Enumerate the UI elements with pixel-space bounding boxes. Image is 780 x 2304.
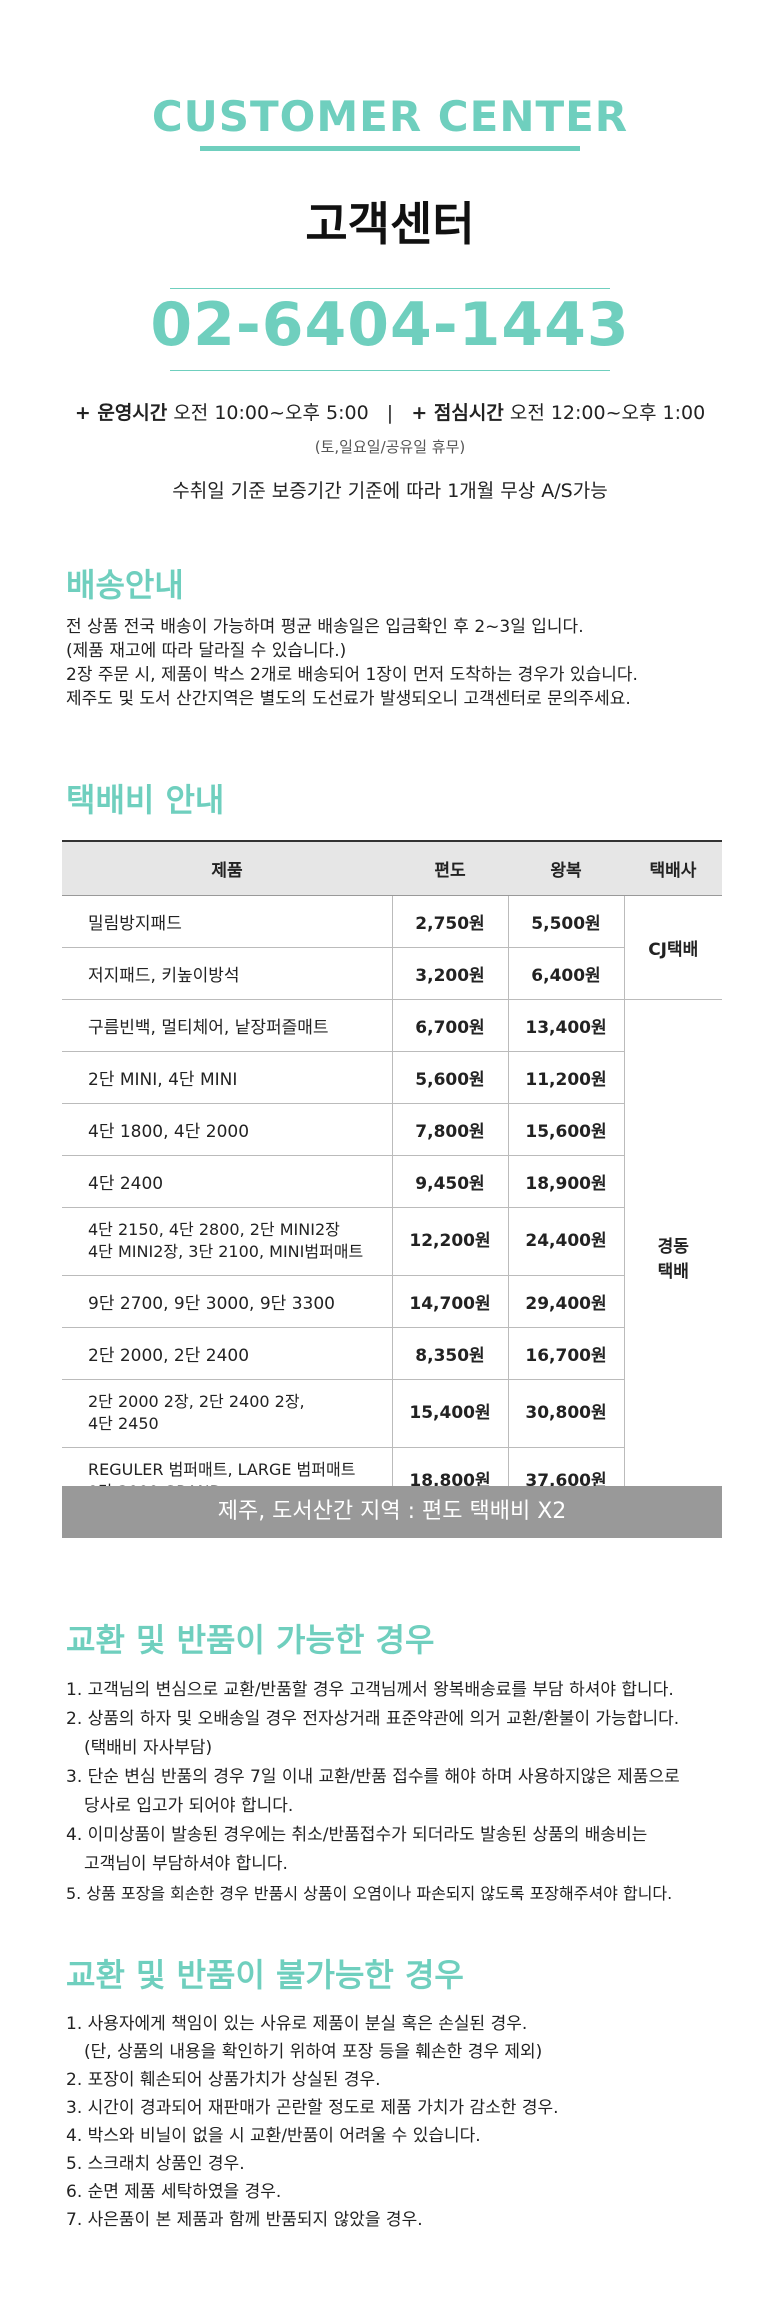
- table-row: 4단 2150, 4단 2800, 2단 MINI2장 4단 MINI2장, 3…: [62, 1207, 722, 1276]
- customer-center-kr-title: 고객센터: [305, 197, 475, 251]
- list-item: 1. 사용자에게 책임이 있는 사유로 제품이 분실 혹은 손실된 경우.: [66, 2014, 528, 2034]
- exchange-impossible-list: 1. 사용자에게 책임이 있는 사유로 제품이 분실 혹은 손실된 경우. (단…: [66, 2010, 746, 2234]
- list-item: 3. 시간이 경과되어 재판매가 곤란할 정도로 제품 가치가 감소한 경우.: [66, 2098, 559, 2118]
- customer-center-title: CUSTOMER CENTER: [151, 92, 629, 141]
- list-item: 6. 순면 제품 세탁하였을 경우.: [66, 2182, 282, 2202]
- round-trip-fee: 5,500원: [507, 895, 624, 948]
- hours-value: 오전 10:00~오후 5:00: [173, 402, 369, 424]
- list-item: 2. 상품의 하자 및 오배송일 경우 전자상거래 표준약관에 의거 교환/환불…: [66, 1709, 680, 1729]
- list-item: 5. 스크래치 상품인 경우.: [66, 2154, 245, 2174]
- list-item: 고객님이 부담하셔야 합니다.: [84, 1854, 288, 1874]
- holiday-note: (토,일요일/공유일 휴무): [314, 438, 466, 456]
- phone-number[interactable]: 02-6404-1443: [150, 290, 630, 360]
- warranty-note: 수취일 기준 보증기간 기준에 따라 1개월 무상 A/S가능: [172, 480, 608, 502]
- table-row: 9단 2700, 9단 3000, 9단 3300 14,700원 29,400…: [62, 1275, 722, 1328]
- carrier-cj: CJ택배: [623, 895, 722, 1000]
- one-way-fee: 14,700원: [391, 1275, 508, 1328]
- product-name: 2단 2000, 2단 2400: [62, 1327, 392, 1380]
- column-header-round-trip: 왕복: [508, 840, 624, 896]
- one-way-fee: 7,800원: [391, 1103, 508, 1156]
- shipping-section-title: 배송안내: [66, 566, 184, 604]
- round-trip-fee: 13,400원: [507, 999, 624, 1052]
- product-name-line1: 4단 2150, 4단 2800, 2단 MINI2장: [88, 1220, 340, 1239]
- one-way-fee: 3,200원: [391, 947, 508, 1000]
- list-item: 5. 상품 포장을 회손한 경우 반품시 상품이 오염이나 파손되지 않도록 포…: [66, 1884, 673, 1903]
- list-item: (택배비 자사부담): [84, 1738, 213, 1758]
- carrier-kyungdong: 경동 택배: [623, 999, 722, 1516]
- round-trip-fee: 18,900원: [507, 1155, 624, 1208]
- product-name: 밀림방지패드: [62, 895, 392, 948]
- round-trip-fee: 15,600원: [507, 1103, 624, 1156]
- hours-label: + 운영시간: [74, 402, 168, 424]
- table-row: 밀림방지패드 2,750원 5,500원 CJ택배: [62, 895, 722, 1000]
- product-name-line2: 4단 2450: [88, 1414, 159, 1433]
- shipping-line: 전 상품 전국 배송이 가능하며 평균 배송일은 입금확인 후 2~3일 입니다…: [66, 617, 584, 637]
- exchange-impossible-title: 교환 및 반품이 불가능한 경우: [66, 1956, 464, 1994]
- one-way-fee: 6,700원: [391, 999, 508, 1052]
- one-way-fee: 2,750원: [391, 895, 508, 948]
- product-name: 4단 2150, 4단 2800, 2단 MINI2장 4단 MINI2장, 3…: [62, 1207, 392, 1276]
- list-item: 4. 이미상품이 발송된 경우에는 취소/반품접수가 되더라도 발송된 상품의 …: [66, 1825, 648, 1845]
- column-header-product: 제품: [62, 840, 392, 896]
- lunch-label: + 점심시간: [411, 402, 504, 424]
- list-item: 1. 고객님의 변심으로 교환/반품할 경우 고객님께서 왕복배송료를 부담 하…: [66, 1680, 674, 1700]
- round-trip-fee: 24,400원: [507, 1207, 624, 1276]
- list-item: (단, 상품의 내용을 확인하기 위하여 포장 등을 훼손한 경우 제외): [84, 2042, 543, 2062]
- product-name: 2단 MINI, 4단 MINI: [62, 1051, 392, 1104]
- round-trip-fee: 16,700원: [507, 1327, 624, 1380]
- table-header-row: 제품 편도 왕복 택배사: [62, 840, 722, 896]
- table-row: 2단 MINI, 4단 MINI 5,600원 11,200원: [62, 1051, 722, 1104]
- round-trip-fee: 30,800원: [507, 1379, 624, 1448]
- table-row: 4단 1800, 4단 2000 7,800원 15,600원: [62, 1103, 722, 1156]
- column-header-one-way: 편도: [392, 840, 508, 896]
- list-item: 2. 포장이 훼손되어 상품가치가 상실된 경우.: [66, 2070, 381, 2090]
- business-hours: + 운영시간 오전 10:00~오후 5:00 | + 점심시간 오전 12:0…: [0, 398, 780, 425]
- table-row: 2단 2000, 2단 2400 8,350원 16,700원: [62, 1327, 722, 1380]
- round-trip-fee: 29,400원: [507, 1275, 624, 1328]
- product-name: 4단 1800, 4단 2000: [62, 1103, 392, 1156]
- product-name-line1: 2단 2000 2장, 2단 2400 2장,: [88, 1392, 305, 1411]
- one-way-fee: 15,400원: [391, 1379, 508, 1448]
- shipping-description: 전 상품 전국 배송이 가능하며 평균 배송일은 입금확인 후 2~3일 입니다…: [66, 615, 746, 711]
- column-header-carrier: 택배사: [624, 840, 722, 896]
- lunch-value: 오전 12:00~오후 1:00: [509, 402, 706, 424]
- shipping-line: 제주도 및 도서 산간지역은 별도의 도선료가 발생되오니 고객센터로 문의주세…: [66, 689, 631, 709]
- table-row: 4단 2400 9,450원 18,900원: [62, 1155, 722, 1208]
- list-item: 3. 단순 변심 반품의 경우 7일 이내 교환/반품 접수를 해야 하며 사용…: [66, 1767, 680, 1787]
- table-row: 저지패드, 키높이방석 3,200원 6,400원: [62, 947, 722, 1000]
- hours-separator: |: [386, 402, 394, 424]
- product-name-line1: REGULER 범퍼매트, LARGE 범퍼매트: [88, 1460, 356, 1479]
- phone-divider-top: [170, 288, 610, 289]
- product-name: 저지패드, 키높이방석: [62, 947, 392, 1000]
- title-underline: [200, 146, 580, 151]
- round-trip-fee: 11,200원: [507, 1051, 624, 1104]
- round-trip-fee: 6,400원: [507, 947, 624, 1000]
- product-name: 구름빈백, 멀티체어, 낱장퍼즐매트: [62, 999, 392, 1052]
- table-row: 2단 2000 2장, 2단 2400 2장, 4단 2450 15,400원 …: [62, 1379, 722, 1448]
- product-name: 4단 2400: [62, 1155, 392, 1208]
- carrier-kyungdong-line2: 택배: [657, 1262, 689, 1282]
- list-item: 4. 박스와 비닐이 없을 시 교환/반품이 어려울 수 있습니다.: [66, 2126, 481, 2146]
- one-way-fee: 5,600원: [391, 1051, 508, 1104]
- product-name: 9단 2700, 9단 3000, 9단 3300: [62, 1275, 392, 1328]
- shipping-fee-table: 제품 편도 왕복 택배사 밀림방지패드 2,750원 5,500원 CJ택배 저…: [62, 840, 722, 1516]
- one-way-fee: 12,200원: [391, 1207, 508, 1276]
- island-fee-note: 제주, 도서산간 지역 : 편도 택배비 X2: [62, 1486, 722, 1538]
- shipping-line: 2장 주문 시, 제품이 박스 2개로 배송되어 1장이 먼저 도착하는 경우가…: [66, 665, 638, 685]
- carrier-kyungdong-line1: 경동: [657, 1237, 689, 1257]
- exchange-possible-list: 1. 고객님의 변심으로 교환/반품할 경우 고객님께서 왕복배송료를 부담 하…: [66, 1676, 746, 1908]
- product-name: 2단 2000 2장, 2단 2400 2장, 4단 2450: [62, 1379, 392, 1448]
- exchange-possible-title: 교환 및 반품이 가능한 경우: [66, 1621, 435, 1659]
- one-way-fee: 9,450원: [391, 1155, 508, 1208]
- one-way-fee: 8,350원: [391, 1327, 508, 1380]
- list-item: 7. 사은품이 본 제품과 함께 반품되지 않았을 경우.: [66, 2210, 423, 2230]
- fee-section-title: 택배비 안내: [66, 781, 225, 819]
- list-item: 당사로 입고가 되어야 합니다.: [84, 1796, 294, 1816]
- phone-divider-bottom: [170, 370, 610, 371]
- shipping-line: (제품 재고에 따라 달라질 수 있습니다.): [66, 641, 347, 661]
- table-row: 구름빈백, 멀티체어, 낱장퍼즐매트 6,700원 13,400원 경동 택배: [62, 999, 722, 1516]
- product-name-line2: 4단 MINI2장, 3단 2100, MINI범퍼매트: [88, 1242, 364, 1261]
